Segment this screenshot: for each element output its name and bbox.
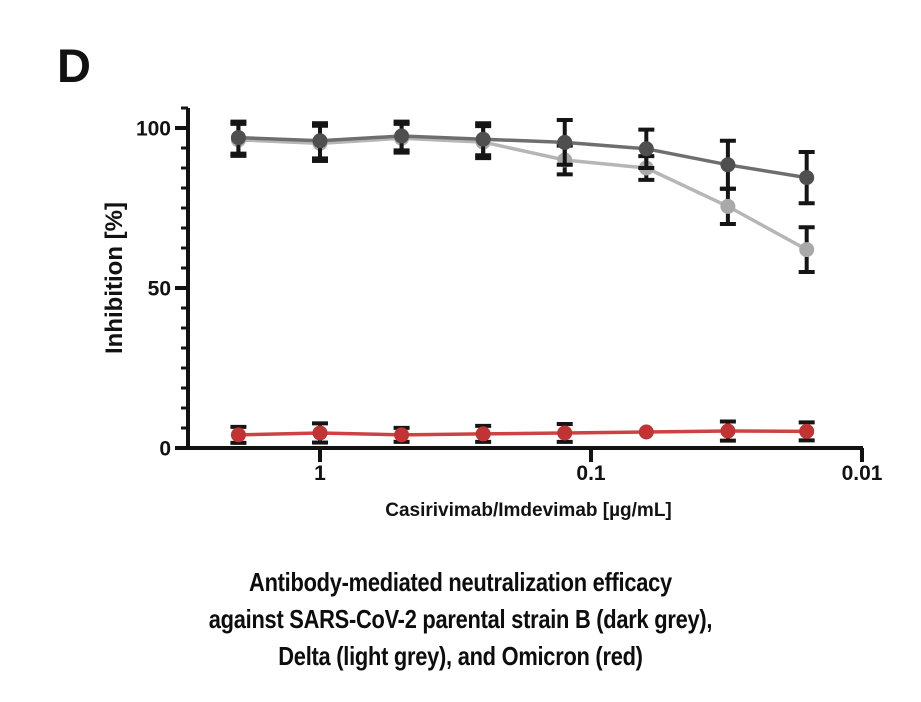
y-tick-label: 0 xyxy=(159,437,171,460)
data-point-marker xyxy=(230,427,246,443)
data-point-marker xyxy=(720,423,736,439)
data-point-marker xyxy=(394,128,410,144)
series-omicron xyxy=(230,419,815,445)
data-point-marker xyxy=(394,427,410,443)
series-line xyxy=(238,136,808,252)
x-tick-label: 0.1 xyxy=(576,462,606,485)
panel-label: D xyxy=(57,39,91,92)
data-point-marker xyxy=(475,426,491,442)
series-line xyxy=(238,429,807,437)
y-tick-label: 50 xyxy=(148,277,171,300)
series-line xyxy=(238,134,807,180)
data-point-marker xyxy=(312,425,328,441)
axes: 0 50 100 1 0.1 0.01 xyxy=(136,106,883,485)
data-point-marker xyxy=(799,242,815,258)
y-tick-label: 100 xyxy=(136,117,171,140)
x-tick-label: 0.01 xyxy=(842,462,883,485)
x-tick-label: 1 xyxy=(314,462,326,485)
data-point-marker xyxy=(557,425,573,441)
data-point-marker xyxy=(638,424,654,440)
caption-line-1: Antibody-mediated neutralization efficac… xyxy=(249,567,672,597)
data-point-marker xyxy=(720,157,736,173)
neutralization-chart: 0 50 100 1 0.1 0.01 Casirivimab/Imdevimab [µg/… xyxy=(101,106,883,521)
caption-line-2: against SARS-CoV-2 parental strain B (da… xyxy=(208,604,713,634)
data-point-marker xyxy=(799,170,815,186)
figure-caption: Antibody-mediated neutralization efficac… xyxy=(74,564,848,675)
data-point-marker xyxy=(799,423,815,439)
data-point-marker xyxy=(230,130,246,146)
series-parental-b xyxy=(230,118,815,206)
data-point-marker xyxy=(475,131,491,147)
caption-line-3: Delta (light grey), and Omicron (red) xyxy=(278,641,643,671)
y-axis-label: Inhibition [%] xyxy=(101,202,128,354)
data-point-marker xyxy=(638,141,654,157)
data-point-marker xyxy=(720,198,736,214)
data-point-marker xyxy=(557,134,573,150)
data-point-marker xyxy=(312,133,328,149)
x-axis-label: Casirivimab/Imdevimab [µg/mL] xyxy=(385,500,672,521)
